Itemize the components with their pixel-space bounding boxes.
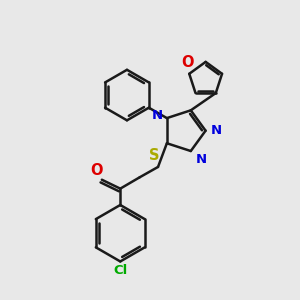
Text: S: S: [149, 148, 160, 164]
Text: O: O: [182, 55, 194, 70]
Text: O: O: [90, 163, 103, 178]
Text: N: N: [211, 124, 222, 137]
Text: N: N: [151, 109, 162, 122]
Text: N: N: [195, 153, 206, 167]
Text: Cl: Cl: [113, 264, 127, 277]
